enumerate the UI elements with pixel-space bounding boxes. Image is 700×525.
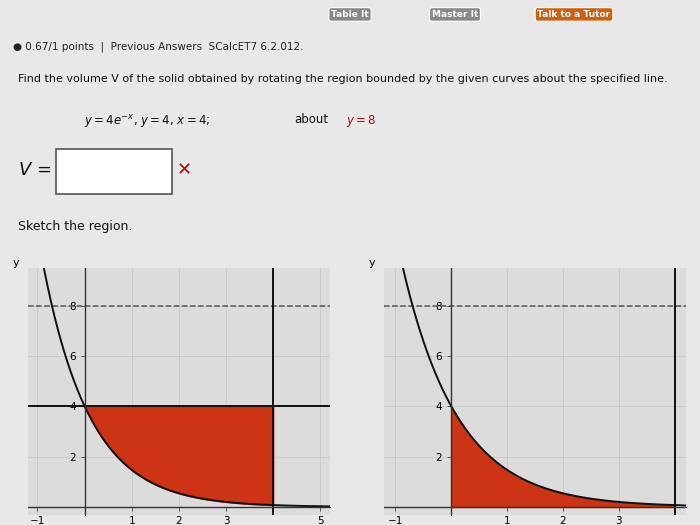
Text: ✕: ✕ xyxy=(176,162,192,180)
Text: ● 0.67/1 points  |  Previous Answers  SCalcET7 6.2.012.: ● 0.67/1 points | Previous Answers SCalc… xyxy=(13,41,303,52)
Text: $V$ =: $V$ = xyxy=(18,162,50,180)
Text: Master It: Master It xyxy=(432,10,478,19)
Y-axis label: y: y xyxy=(13,258,19,268)
FancyBboxPatch shape xyxy=(56,149,172,194)
Text: $y = 4e^{-x}$, $y = 4$, $x = 4$;: $y = 4e^{-x}$, $y = 4$, $x = 4$; xyxy=(84,113,210,130)
Text: Find the volume V of the solid obtained by rotating the region bounded by the gi: Find the volume V of the solid obtained … xyxy=(18,74,667,84)
Text: Talk to a Tutor: Talk to a Tutor xyxy=(538,10,610,19)
Text: Table It: Table It xyxy=(331,10,369,19)
Text: about: about xyxy=(294,113,328,126)
Text: Sketch the region.: Sketch the region. xyxy=(18,220,132,233)
Y-axis label: y: y xyxy=(369,258,375,268)
Text: $y = 8$: $y = 8$ xyxy=(346,113,377,129)
Text: 430.930: 430.930 xyxy=(76,162,152,180)
